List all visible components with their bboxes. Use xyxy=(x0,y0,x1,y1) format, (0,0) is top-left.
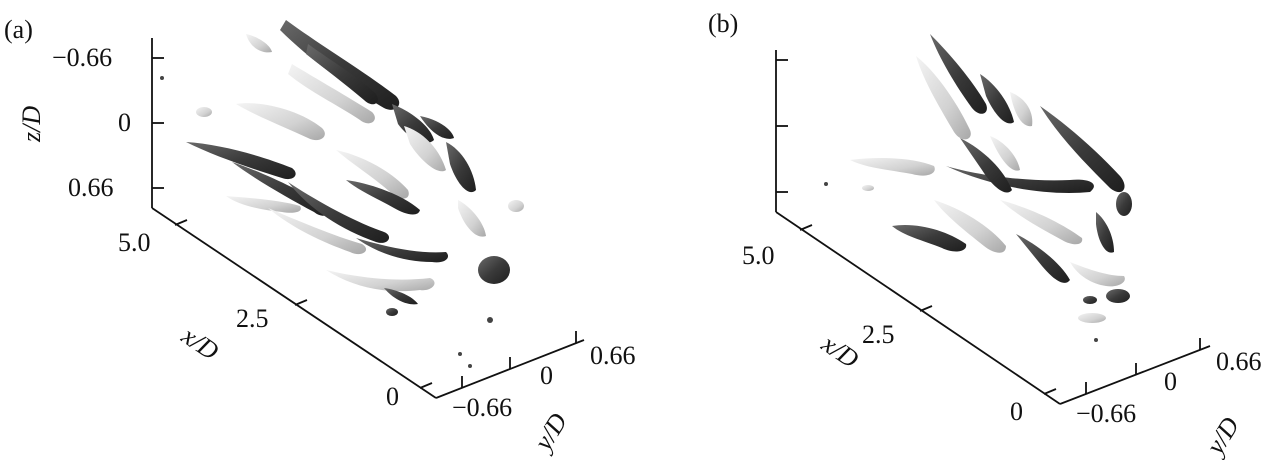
panel-a-x-tick xyxy=(174,219,188,226)
panel-a-y-tick-label: −0.66 xyxy=(452,393,512,422)
panel-a-z-tick-label: −0.66 xyxy=(52,43,112,72)
panel-b: (b) 5.0 2.5 0 x/D −0.66 0 0.66 y/D xyxy=(708,9,1262,460)
panel-b-x-tick-label: 0 xyxy=(1010,397,1023,426)
panel-b-x-axis-line xyxy=(775,211,1061,405)
panel-b-isosurfaces xyxy=(824,34,1132,342)
panel-a-x-tick-label: 2.5 xyxy=(236,304,269,333)
panel-b-x-tick-label: 2.5 xyxy=(862,320,895,349)
panel-a-axes xyxy=(151,38,585,399)
panel-a-x-tick xyxy=(294,299,308,306)
panel-b-label: (b) xyxy=(708,9,738,38)
panel-a-y-tick-label: 0.66 xyxy=(590,341,636,370)
panel-a-isosurfaces xyxy=(160,20,524,368)
panel-b-x-tick-label: 5.0 xyxy=(742,241,775,270)
panel-a-x-tick-label: 5.0 xyxy=(118,228,151,257)
panel-b-y-tick-label: 0 xyxy=(1164,367,1177,396)
panel-b-y-tick-label: 0.66 xyxy=(1216,347,1262,376)
panel-b-x-tick xyxy=(919,305,933,312)
panel-a-z-tick-label: 0 xyxy=(118,108,131,137)
panel-a-x-axis-label: x/D xyxy=(176,320,224,366)
panel-a-label: (a) xyxy=(4,15,33,44)
panel-a-y-tick-label: 0 xyxy=(540,361,553,390)
panel-b-y-tick-label: −0.66 xyxy=(1076,399,1136,428)
panel-b-axes xyxy=(775,50,1211,405)
panel-a-x-axis-line xyxy=(151,207,437,399)
panel-b-x-axis-label: x/D xyxy=(816,328,864,374)
panel-b-x-tick xyxy=(1043,388,1057,395)
panel-a-z-tick-label: 0.66 xyxy=(68,173,114,202)
panel-a-x-tick xyxy=(419,382,433,389)
panel-b-y-axis-line xyxy=(1059,345,1211,405)
panel-b-x-tick xyxy=(799,224,813,231)
panel-a-y-axis-label: y/D xyxy=(527,408,573,458)
panel-a-z-axis-label: z/D xyxy=(17,106,46,143)
panel-a-x-tick-label: 0 xyxy=(386,382,399,411)
panel-b-y-axis-label: y/D xyxy=(1199,412,1245,460)
panel-a: (a) −0.66 0 0.66 z/D 5.0 2.5 0 x/D xyxy=(4,15,636,458)
